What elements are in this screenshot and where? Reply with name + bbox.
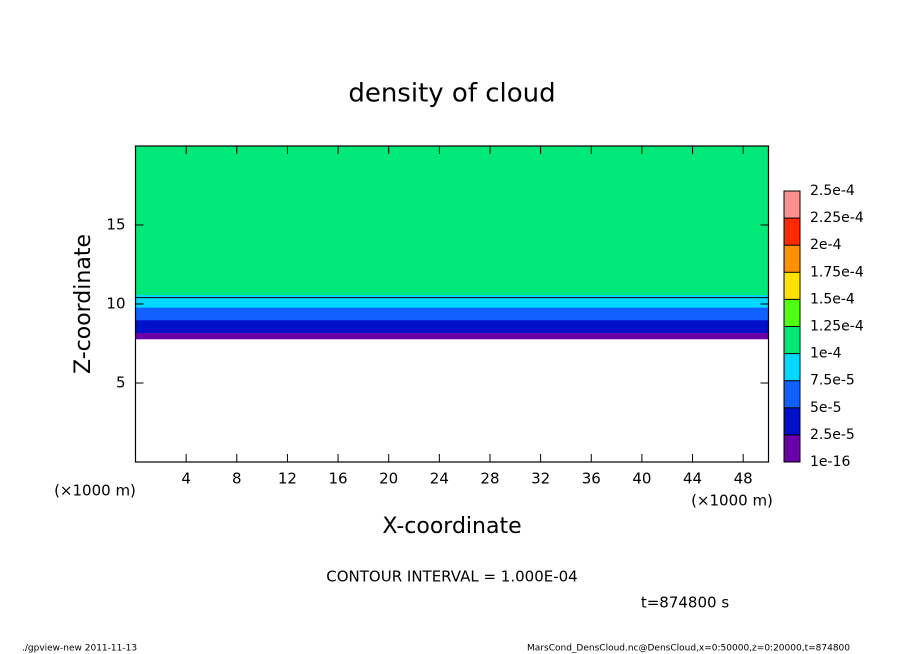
colorbar-swatch xyxy=(784,380,800,408)
colorbar-label: 2.25e-4 xyxy=(810,210,864,226)
x-tick-label: 36 xyxy=(582,470,601,488)
contour-band xyxy=(135,319,769,327)
contour-band xyxy=(135,240,769,273)
footer: ./gpview-new 2011-11-13 xyxy=(22,644,137,654)
x-unit: (×1000 m) xyxy=(691,492,773,510)
colorbar-label: 1.75e-4 xyxy=(810,264,864,280)
y-tick-label: 5 xyxy=(116,374,126,392)
contour-band xyxy=(135,300,769,308)
colorbar-swatch xyxy=(784,353,800,381)
x-tick-label: 16 xyxy=(329,470,348,488)
colorbar-swatch xyxy=(784,434,800,462)
colorbar-label: 7.5e-5 xyxy=(810,373,855,389)
colorbar-label: 1.5e-4 xyxy=(810,291,855,307)
chart-title: density of cloud xyxy=(348,79,555,109)
contour-band xyxy=(135,272,769,296)
y-axis-label: Z-coordinate xyxy=(71,234,96,374)
annotation: t=874800 s xyxy=(641,594,729,612)
colorbar-swatch xyxy=(784,299,800,327)
x-tick-label: 24 xyxy=(430,470,449,488)
x-tick-label: 44 xyxy=(683,470,702,488)
contour-band xyxy=(135,326,769,333)
contour-band xyxy=(135,209,769,242)
y-unit: (×1000 m) xyxy=(54,482,136,500)
colorbar-swatch xyxy=(784,326,800,354)
contour-band xyxy=(135,146,769,179)
x-tick-label: 4 xyxy=(181,470,191,488)
x-tick-label: 40 xyxy=(632,470,651,488)
colorbar-swatch xyxy=(784,191,800,219)
colorbar-label: 2e-4 xyxy=(810,237,842,253)
y-tick-label: 15 xyxy=(106,216,125,234)
colorbar-swatch xyxy=(784,245,800,273)
colorbar-swatch xyxy=(784,272,800,300)
x-tick-label: 32 xyxy=(531,470,550,488)
colorbar-label: 2.5e-5 xyxy=(810,427,855,443)
colorbar-label: 1e-4 xyxy=(810,346,842,362)
annotation: CONTOUR INTERVAL = 1.000E-04 xyxy=(326,568,577,586)
contour-band xyxy=(135,313,769,321)
footer: MarsCond_DensCloud.nc@DensCloud,x=0:5000… xyxy=(527,644,850,654)
x-tick-label: 20 xyxy=(379,470,398,488)
contour-band xyxy=(135,307,769,314)
x-axis-label: X-coordinate xyxy=(382,514,521,539)
colorbar-swatch xyxy=(784,218,800,246)
contour-band xyxy=(135,177,769,210)
x-tick-label: 28 xyxy=(480,470,499,488)
colorbar-label: 2.5e-4 xyxy=(810,183,855,199)
colorbar-label: 5e-5 xyxy=(810,400,841,416)
contour-band xyxy=(135,332,769,340)
x-tick-label: 48 xyxy=(734,470,753,488)
colorbar-label: 1.25e-4 xyxy=(810,319,864,335)
colorbar-label: 1e-16 xyxy=(810,454,850,470)
x-tick-label: 12 xyxy=(278,470,297,488)
colorbar-swatch xyxy=(784,407,800,435)
y-tick-label: 10 xyxy=(106,295,125,313)
x-tick-label: 8 xyxy=(232,470,242,488)
